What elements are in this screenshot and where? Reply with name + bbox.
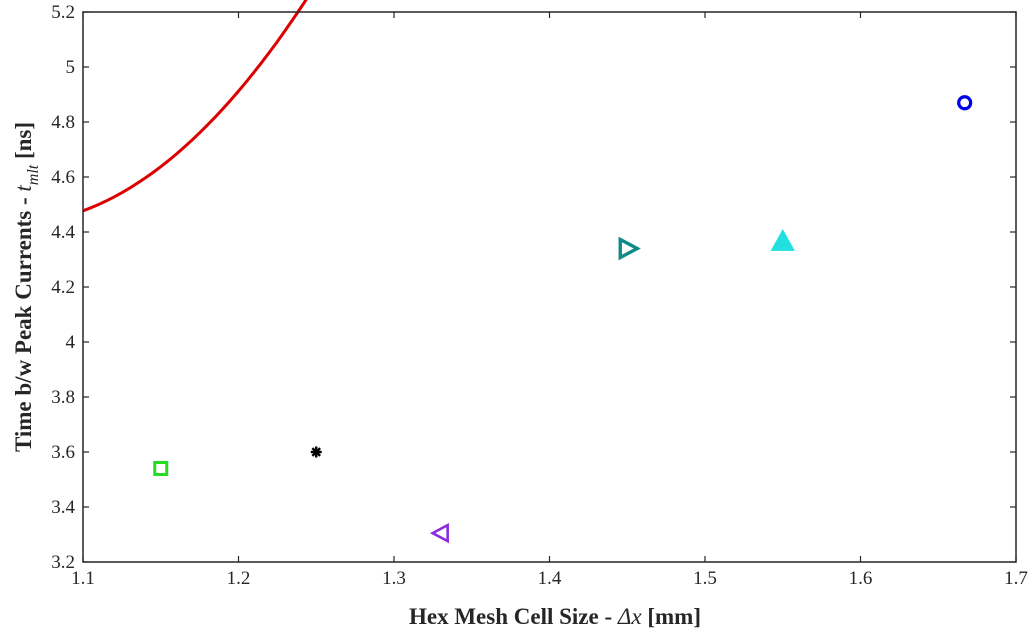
x-tick-label: 1.4: [538, 568, 562, 589]
x-tick-label: 1.3: [382, 568, 406, 589]
fit-curve-line: [82, 0, 308, 213]
data-point-triangle-left: [429, 522, 449, 544]
y-tick-label: 4.4: [51, 222, 75, 243]
x-tick-label: 1.2: [227, 568, 251, 589]
data-point-triangle-right: [618, 236, 641, 261]
y-tick-label: 4.8: [51, 112, 75, 133]
x-tick-label: 1.1: [71, 568, 95, 589]
y-tick-label: 5.2: [51, 2, 75, 23]
data-points-layer: [153, 95, 973, 544]
y-tick-label: 4.6: [51, 167, 75, 188]
x-tick-label: 1.7: [1004, 568, 1028, 589]
x-axis-title: Hex Mesh Cell Size - Δx [mm]: [409, 604, 701, 629]
data-point-asterisk: [310, 446, 322, 458]
y-tick-label: 5: [66, 57, 76, 78]
tick-group: 1.1 1.2 1.3 1.4 1.5 1.6 1.7 3.2 3.4 3.6 3.8 4 4.2 4.4…: [51, 2, 1028, 589]
y-tick-label: 3.8: [51, 387, 75, 408]
data-point-triangle-up: [770, 229, 795, 251]
y-axis-title: Time b/w Peak Currents - tmlt [ns]: [11, 122, 42, 452]
y-tick-label: 3.2: [51, 552, 75, 573]
x-tick-label: 1.6: [849, 568, 873, 589]
data-point-circle: [957, 95, 973, 111]
data-point-square: [153, 461, 169, 476]
y-tick-label: 4.2: [51, 277, 75, 298]
y-tick-label: 3.6: [51, 442, 75, 463]
x-tick-label: 1.5: [693, 568, 717, 589]
plot-area-frame: [82, 11, 1017, 563]
y-tick-label: 3.4: [51, 497, 75, 518]
fit-curve-layer: [82, 0, 308, 213]
y-tick-label: 4: [66, 332, 76, 353]
